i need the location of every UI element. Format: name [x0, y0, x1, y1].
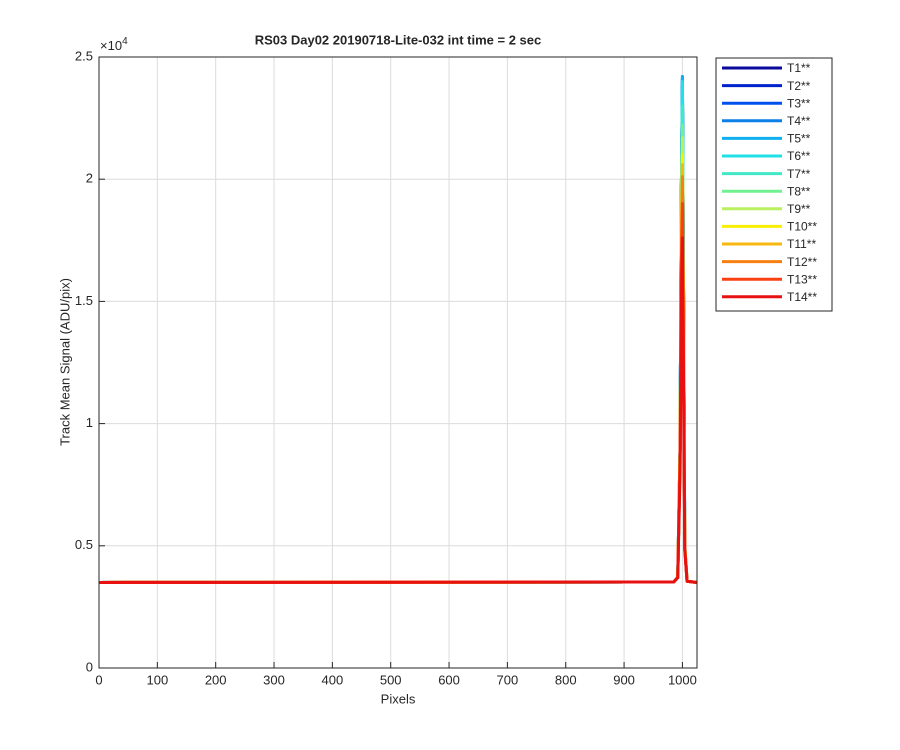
legend-box [715, 57, 833, 312]
x-tick-label: 700 [497, 672, 519, 687]
y-tick-label: 2.5 [75, 48, 93, 63]
legend-label: T9** [787, 202, 811, 216]
chart-title: RS03 Day02 20190718-Lite-032 int time = … [255, 32, 542, 47]
x-tick-label: 500 [380, 672, 402, 687]
legend-label: T2** [787, 79, 811, 93]
x-tick-label: 300 [263, 672, 285, 687]
x-tick-label: 1000 [668, 672, 697, 687]
lines [98, 75, 698, 584]
x-tick-label: 400 [322, 672, 344, 687]
x-axis-label: Pixels [381, 691, 416, 706]
legend-label: T3** [787, 96, 811, 110]
x-tick-label: 900 [613, 672, 635, 687]
x-tick-label: 600 [438, 672, 460, 687]
legend-label: T5** [787, 132, 811, 146]
plot-area [99, 57, 697, 668]
y-tick-label: 1 [86, 415, 93, 430]
legend-label: T4** [787, 114, 811, 128]
x-tick-label: 200 [205, 672, 227, 687]
y-tick-label: 2 [86, 171, 93, 186]
y-multiplier-exponent: 4 [122, 36, 128, 47]
y-axis-label: Track Mean Signal (ADU/pix) [57, 278, 72, 446]
legend-label: T6** [787, 149, 811, 163]
legend-label: T13** [787, 272, 817, 286]
legend-label: T12** [787, 255, 817, 269]
y-tick-label: 1.5 [75, 293, 93, 308]
y-multiplier: ×104 [100, 36, 128, 54]
x-tick-label: 0 [95, 672, 102, 687]
legend-label: T1** [787, 61, 811, 75]
y-multiplier-base: ×10 [100, 38, 122, 53]
legend-label: T8** [787, 184, 811, 198]
x-tick-label: 800 [555, 672, 577, 687]
legend-label: T14** [787, 290, 817, 304]
plot-border [98, 56, 698, 669]
y-tick-label: 0.5 [75, 537, 93, 552]
legend-label: T7** [787, 167, 811, 181]
legend-label: T10** [787, 220, 817, 234]
x-tick-label: 100 [146, 672, 168, 687]
legend-label: T11** [787, 237, 816, 251]
series-line [98, 236, 698, 584]
y-tick-label: 0 [86, 659, 93, 674]
